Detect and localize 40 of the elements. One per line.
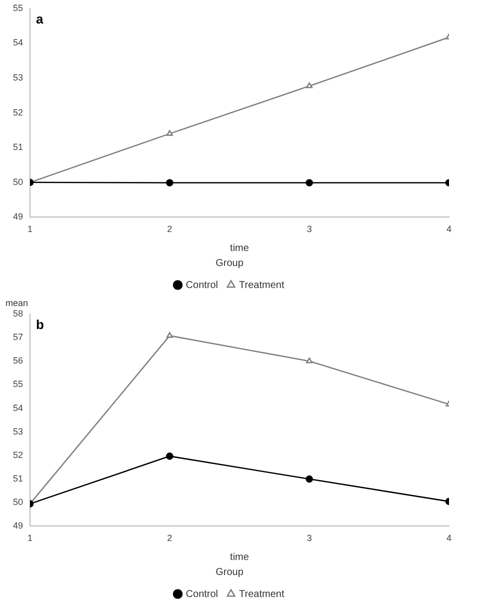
x-tick-label: 2 bbox=[167, 224, 172, 234]
x-axis-title: time bbox=[230, 552, 250, 563]
y-tick-label: 55 bbox=[12, 2, 24, 13]
y-tick-label: 51 bbox=[12, 474, 24, 484]
y-tick-label: 57 bbox=[12, 332, 24, 342]
y-tick-label: 58 bbox=[12, 308, 24, 318]
y-tick-label: 50 bbox=[12, 176, 24, 187]
legend-title: Group bbox=[216, 258, 244, 269]
legend-label: Treatment bbox=[239, 588, 284, 600]
y-tick-label: 49 bbox=[12, 212, 24, 222]
x-tick-label: 3 bbox=[306, 224, 312, 234]
y-tick-label: 55 bbox=[12, 379, 24, 390]
x-tick-label: 4 bbox=[446, 224, 452, 234]
legend-label: Control bbox=[186, 588, 218, 600]
legend-label: Control bbox=[186, 280, 218, 291]
y-tick-label: 52 bbox=[12, 107, 24, 118]
legend-title: Group bbox=[216, 566, 244, 578]
y-tick-label: 53 bbox=[12, 72, 24, 82]
x-tick-label: 4 bbox=[446, 533, 452, 544]
point bbox=[166, 332, 173, 338]
x-tick-label: 3 bbox=[306, 533, 312, 544]
chart-title: b bbox=[36, 317, 44, 332]
x-tick-label: 1 bbox=[28, 533, 33, 544]
x-axis-title: time bbox=[230, 242, 250, 254]
y-tick-label: 52 bbox=[12, 450, 24, 460]
y-tick-label: 56 bbox=[12, 356, 24, 366]
y-tick-label: 54 bbox=[12, 38, 24, 48]
x-tick-label: 2 bbox=[167, 533, 172, 544]
y-tick-label: 54 bbox=[12, 402, 24, 413]
y-tick-label: 51 bbox=[12, 142, 24, 152]
point bbox=[306, 358, 313, 364]
point bbox=[166, 130, 173, 136]
chart-title: a bbox=[36, 11, 44, 26]
y-axis-title: mean bbox=[5, 298, 28, 308]
point bbox=[306, 82, 313, 88]
y-tick-label: 50 bbox=[12, 497, 24, 508]
legend-label: Treatment bbox=[239, 280, 284, 291]
x-tick-label: 1 bbox=[28, 224, 33, 234]
y-tick-label: 49 bbox=[12, 520, 24, 531]
y-tick-label: 53 bbox=[12, 426, 24, 436]
